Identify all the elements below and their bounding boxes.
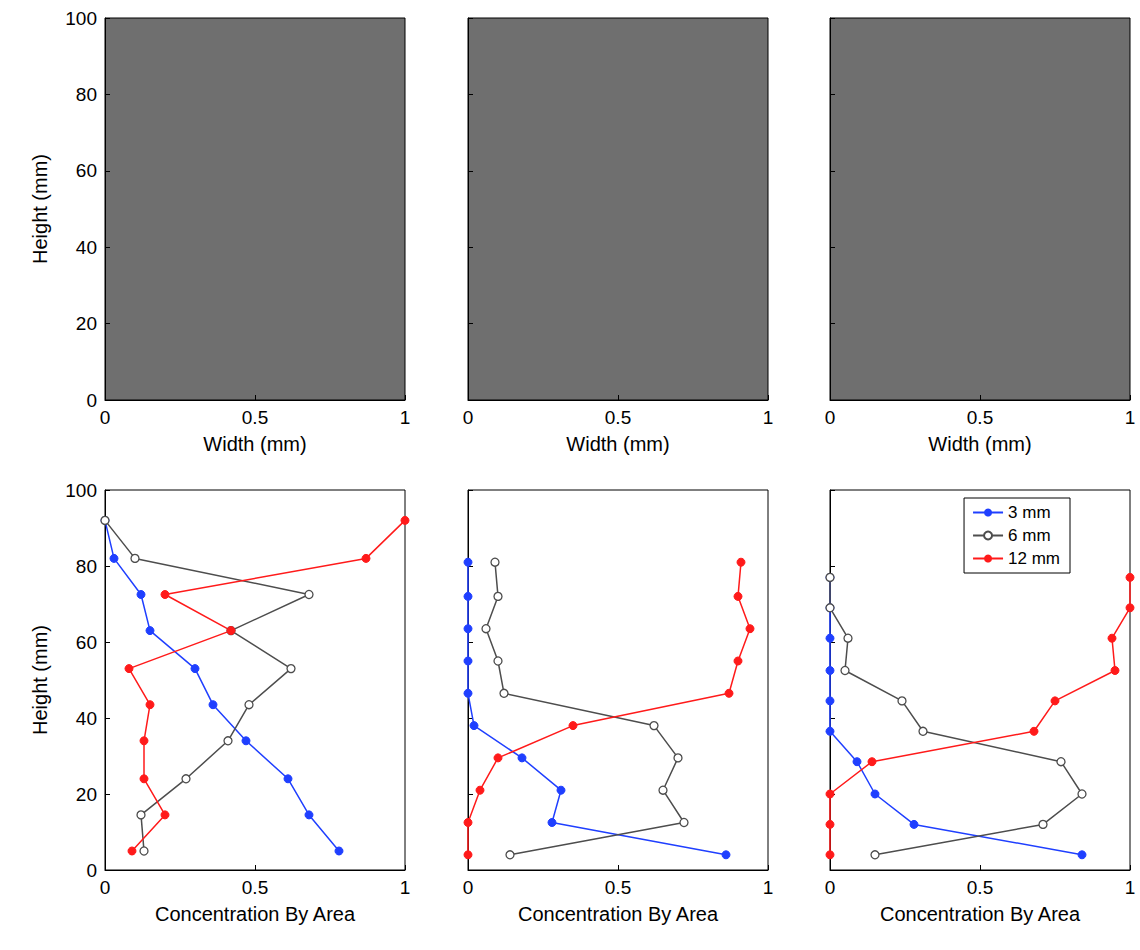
svg-text:1: 1 bbox=[1125, 877, 1136, 898]
svg-text:12 mm: 12 mm bbox=[1008, 549, 1060, 568]
svg-text:Width (mm): Width (mm) bbox=[566, 433, 669, 455]
svg-text:1: 1 bbox=[400, 877, 411, 898]
svg-text:1: 1 bbox=[1125, 407, 1136, 428]
svg-text:80: 80 bbox=[76, 84, 97, 105]
svg-text:80: 80 bbox=[76, 556, 97, 577]
svg-text:Height (mm): Height (mm) bbox=[29, 625, 51, 735]
svg-text:0.5: 0.5 bbox=[967, 407, 993, 428]
svg-text:60: 60 bbox=[76, 160, 97, 181]
svg-text:Width (mm): Width (mm) bbox=[928, 433, 1031, 455]
svg-text:0: 0 bbox=[463, 877, 474, 898]
svg-text:Height (mm): Height (mm) bbox=[29, 154, 51, 264]
svg-text:0: 0 bbox=[825, 877, 836, 898]
svg-text:Concentration By Area: Concentration By Area bbox=[880, 903, 1081, 925]
svg-text:20: 20 bbox=[76, 313, 97, 334]
svg-text:1: 1 bbox=[763, 407, 774, 428]
svg-text:0: 0 bbox=[825, 407, 836, 428]
svg-text:6 mm: 6 mm bbox=[1008, 526, 1051, 545]
svg-text:0.5: 0.5 bbox=[605, 407, 631, 428]
svg-text:1: 1 bbox=[763, 877, 774, 898]
svg-text:0.5: 0.5 bbox=[242, 407, 268, 428]
svg-text:0: 0 bbox=[463, 407, 474, 428]
svg-text:Concentration By Area: Concentration By Area bbox=[155, 903, 356, 925]
svg-text:40: 40 bbox=[76, 237, 97, 258]
svg-text:0: 0 bbox=[100, 407, 111, 428]
svg-text:0.5: 0.5 bbox=[605, 877, 631, 898]
svg-text:0.5: 0.5 bbox=[967, 877, 993, 898]
svg-text:0: 0 bbox=[86, 860, 97, 881]
svg-text:Concentration By Area: Concentration By Area bbox=[518, 903, 719, 925]
svg-text:1: 1 bbox=[400, 407, 411, 428]
svg-text:Width (mm): Width (mm) bbox=[203, 433, 306, 455]
svg-text:100: 100 bbox=[65, 480, 97, 501]
svg-text:100: 100 bbox=[65, 8, 97, 29]
svg-text:60: 60 bbox=[76, 632, 97, 653]
svg-text:0: 0 bbox=[86, 390, 97, 411]
svg-text:40: 40 bbox=[76, 708, 97, 729]
svg-text:0.5: 0.5 bbox=[242, 877, 268, 898]
svg-text:20: 20 bbox=[76, 784, 97, 805]
svg-text:0: 0 bbox=[100, 877, 111, 898]
svg-text:3 mm: 3 mm bbox=[1008, 503, 1051, 522]
